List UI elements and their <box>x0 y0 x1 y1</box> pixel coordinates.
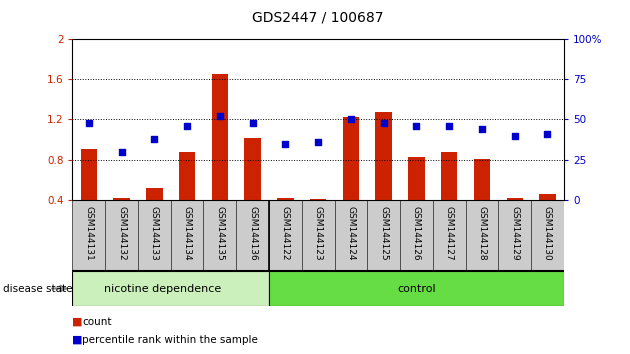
Point <box>149 136 159 142</box>
Bar <box>81 149 97 200</box>
Text: GDS2447 / 100687: GDS2447 / 100687 <box>253 11 384 25</box>
Text: nicotine dependence: nicotine dependence <box>104 284 221 293</box>
Bar <box>400 200 433 271</box>
Text: GSM144134: GSM144134 <box>183 206 192 260</box>
Bar <box>335 200 367 271</box>
Bar <box>531 200 564 271</box>
Bar <box>179 152 195 200</box>
Text: percentile rank within the sample: percentile rank within the sample <box>82 335 258 345</box>
Bar <box>498 200 531 271</box>
Point <box>313 139 323 145</box>
Bar <box>138 200 171 271</box>
Bar <box>113 198 130 200</box>
Text: GSM144130: GSM144130 <box>543 206 552 261</box>
Bar <box>441 152 457 200</box>
Point <box>215 113 225 119</box>
Bar <box>474 159 490 200</box>
Bar <box>507 198 523 200</box>
Text: disease state: disease state <box>3 284 72 293</box>
Text: GSM144133: GSM144133 <box>150 206 159 261</box>
Point <box>542 131 553 137</box>
Text: GSM144123: GSM144123 <box>314 206 323 260</box>
Text: GSM144128: GSM144128 <box>478 206 486 260</box>
Text: GSM144122: GSM144122 <box>281 206 290 260</box>
Point <box>84 120 94 126</box>
Text: GSM144129: GSM144129 <box>510 206 519 260</box>
Bar <box>310 199 326 200</box>
Point <box>477 126 487 132</box>
Point <box>117 149 127 155</box>
Bar <box>375 113 392 200</box>
Point <box>280 141 290 147</box>
Bar <box>302 200 335 271</box>
Bar <box>277 198 294 200</box>
Bar <box>72 200 105 271</box>
Bar <box>203 200 236 271</box>
Point <box>411 123 421 129</box>
Text: control: control <box>397 284 436 293</box>
Bar <box>367 200 400 271</box>
Text: GSM144135: GSM144135 <box>215 206 224 261</box>
Text: GSM144124: GSM144124 <box>346 206 355 260</box>
Bar <box>236 200 269 271</box>
Bar <box>343 118 359 200</box>
Bar <box>72 271 269 306</box>
Text: count: count <box>82 317 112 327</box>
Bar <box>466 200 498 271</box>
Point <box>379 120 389 126</box>
Text: GSM144131: GSM144131 <box>84 206 93 261</box>
Point <box>510 133 520 138</box>
Text: ■: ■ <box>72 335 83 345</box>
Bar <box>212 74 228 200</box>
Bar <box>171 200 203 271</box>
Bar <box>433 200 466 271</box>
Bar <box>539 194 556 200</box>
Bar <box>244 138 261 200</box>
Text: GSM144136: GSM144136 <box>248 206 257 261</box>
Bar <box>408 157 425 200</box>
Text: GSM144125: GSM144125 <box>379 206 388 260</box>
Bar <box>269 200 302 271</box>
Bar <box>146 188 163 200</box>
Bar <box>105 200 138 271</box>
Text: GSM144132: GSM144132 <box>117 206 126 260</box>
Text: ■: ■ <box>72 317 83 327</box>
Text: GSM144126: GSM144126 <box>412 206 421 260</box>
Point <box>182 123 192 129</box>
Text: GSM144127: GSM144127 <box>445 206 454 260</box>
Point <box>346 117 356 122</box>
Bar <box>269 271 564 306</box>
Point <box>444 123 454 129</box>
Point <box>248 120 258 126</box>
